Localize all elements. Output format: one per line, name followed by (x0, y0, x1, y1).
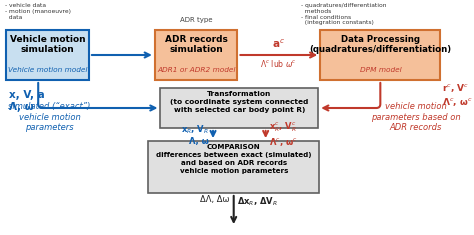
Text: Λ$^c$, ω$^c$: Λ$^c$, ω$^c$ (442, 96, 473, 108)
Text: x$_R$, V$_R$
Λ, ω: x$_R$, V$_R$ Λ, ω (181, 123, 209, 146)
Text: vehicle motion
parameters based on
ADR records: vehicle motion parameters based on ADR r… (371, 102, 461, 132)
Text: ADR type: ADR type (180, 17, 212, 23)
Text: x$_R^c$, V$_R^c$
Λ$^c$, ω$^c$: x$_R^c$, V$_R^c$ Λ$^c$, ω$^c$ (269, 121, 298, 148)
Text: ΔΛ, Δω: ΔΛ, Δω (201, 195, 230, 204)
FancyBboxPatch shape (155, 30, 237, 80)
Text: Vehicle motion model: Vehicle motion model (8, 67, 87, 73)
Text: Vehicle motion
simulation: Vehicle motion simulation (10, 35, 85, 54)
Text: DPM model: DPM model (359, 67, 401, 73)
FancyBboxPatch shape (320, 30, 440, 80)
Text: x, V, a
Λ, ω: x, V, a Λ, ω (9, 90, 45, 112)
Text: COMPARISON
differences between exact (simulated)
and based on ADR records
vehicl: COMPARISON differences between exact (si… (156, 144, 311, 174)
Text: $\Lambda^c$ lub $\omega^c$: $\Lambda^c$ lub $\omega^c$ (260, 58, 297, 69)
Text: Data Processing
(quadratures/differentiation): Data Processing (quadratures/differentia… (309, 35, 451, 54)
Text: $\mathbf{a}^c$: $\mathbf{a}^c$ (273, 38, 285, 50)
Text: ADR records
simulation: ADR records simulation (164, 35, 228, 54)
Text: - quadratures/differentiation
  methods
- final conditions
  (integration consta: - quadratures/differentiation methods - … (301, 3, 387, 25)
FancyBboxPatch shape (148, 141, 319, 193)
FancyBboxPatch shape (6, 30, 89, 80)
FancyBboxPatch shape (160, 88, 319, 128)
Text: simulated (“exact”)
vehicle motion
parameters: simulated (“exact”) vehicle motion param… (8, 102, 91, 132)
Text: Transformation
(to coordinate system connected
with selected car body point R): Transformation (to coordinate system con… (170, 91, 309, 113)
Text: ADR1 or ADR2 model: ADR1 or ADR2 model (157, 67, 235, 73)
Text: - vehicle data
- motion (manoeuvre)
  data: - vehicle data - motion (manoeuvre) data (5, 3, 71, 20)
Text: Δx$_R$, ΔV$_R$: Δx$_R$, ΔV$_R$ (237, 195, 278, 208)
Text: r$^c$, V$^c$: r$^c$, V$^c$ (442, 82, 470, 94)
